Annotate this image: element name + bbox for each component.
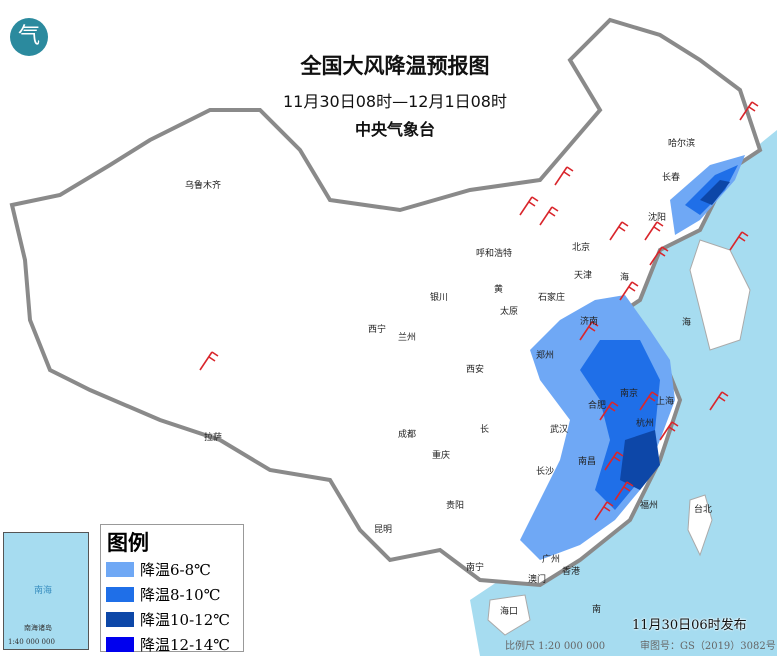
hainan-island	[487, 594, 531, 636]
map-title: 全国大风降温预报图	[300, 54, 490, 78]
city-label: 上海	[656, 395, 674, 407]
city-label: 南	[592, 603, 601, 615]
wind-barb	[594, 501, 614, 521]
city-label: 台北	[694, 503, 712, 515]
legend-label: 降温12-14℃	[140, 636, 231, 654]
city-label: 长	[480, 423, 489, 435]
forecast-period: 11月30日08时—12月1日08时	[283, 92, 507, 111]
city-label: 重庆	[432, 449, 450, 461]
city-label: 西宁	[368, 323, 386, 335]
map-scale: 比例尺 1:20 000 000	[505, 641, 606, 652]
legend-label: 降温10-12℃	[140, 611, 231, 629]
city-label: 海	[620, 271, 629, 283]
city-label: 乌鲁木齐	[185, 179, 221, 191]
wind-barbs	[199, 101, 759, 521]
legend-label: 降温8-10℃	[140, 586, 221, 604]
taiwan-island	[687, 494, 713, 557]
cooling-zone-10-12-ne	[700, 180, 730, 205]
city-label: 银川	[430, 291, 448, 303]
wind-barb	[199, 351, 219, 371]
legend-item: 降温6-8℃	[106, 557, 243, 582]
city-label: 郑州	[536, 349, 554, 361]
legend-item: 降温8-10℃	[106, 582, 243, 607]
wind-barb	[659, 421, 679, 441]
city-label: 石家庄	[538, 291, 565, 303]
legend-swatch	[106, 587, 134, 602]
city-label: 澳门	[528, 573, 546, 585]
south-china-sea-inset: 南海 南海诸岛 1:40 000 000	[3, 532, 89, 650]
legend-item: 降温12-14℃	[106, 632, 243, 657]
city-label: 南昌	[578, 455, 596, 467]
wind-barb	[649, 246, 669, 266]
wind-barb	[709, 391, 729, 411]
city-label: 贵阳	[446, 499, 464, 511]
wind-barb	[609, 221, 629, 241]
city-label: 天津	[574, 270, 592, 281]
city-label: 广州	[542, 553, 560, 565]
city-label: 太原	[500, 305, 518, 317]
wind-barb	[599, 401, 619, 421]
wind-barb	[619, 281, 639, 301]
city-label: 杭州	[636, 417, 654, 429]
city-label: 黄	[494, 283, 503, 295]
city-label: 哈尔滨	[668, 137, 695, 149]
city-label: 昆明	[374, 524, 392, 535]
cma-logo: 气	[10, 18, 48, 56]
wind-barb	[614, 481, 634, 501]
wind-barb	[519, 196, 539, 216]
wind-barb	[579, 321, 599, 341]
wind-barb	[639, 391, 659, 411]
city-label: 海口	[500, 605, 518, 617]
wind-barb	[729, 231, 749, 251]
city-label: 沈阳	[648, 211, 666, 223]
wind-barb	[604, 451, 624, 471]
issuing-agency: 中央气象台	[354, 120, 435, 139]
city-label: 呼和浩特	[476, 247, 512, 259]
city-label: 合肥	[588, 399, 606, 411]
wind-barb	[739, 101, 759, 121]
city-label: 济南	[580, 315, 598, 327]
inset-scale: 1:40 000 000	[8, 638, 55, 646]
city-label: 兰州	[398, 331, 416, 343]
inset-sea-label: 南海	[34, 586, 53, 596]
legend: 图例 降温6-8℃ 降温8-10℃ 降温10-12℃ 降温12-14℃	[100, 524, 244, 654]
legend-swatch	[106, 612, 134, 627]
wind-barb	[554, 166, 574, 186]
inset-islands-label: 南海诸岛	[24, 624, 52, 632]
city-label: 长春	[662, 171, 680, 183]
legend-item: 降温10-12℃	[106, 607, 243, 632]
publish-time: 11月30日06时发布	[632, 618, 747, 633]
legend-swatch	[106, 637, 134, 652]
cooling-zone-10-12	[620, 430, 660, 490]
city-label: 长沙	[536, 465, 554, 477]
wind-barb	[539, 206, 559, 226]
city-label: 南京	[620, 387, 638, 399]
city-label: 南宁	[466, 561, 484, 573]
city-label: 海	[682, 316, 691, 328]
map-approval-number: 审图号：GS（2019）3082号	[640, 641, 776, 652]
city-label: 武汉	[550, 423, 568, 435]
wind-barb	[644, 221, 664, 241]
city-label: 成都	[398, 428, 416, 440]
city-label: 西安	[466, 363, 484, 375]
city-label: 香港	[562, 565, 580, 577]
korea-peninsula	[689, 239, 751, 351]
legend-title: 图例	[107, 531, 149, 555]
legend-label: 降温6-8℃	[140, 561, 211, 579]
legend-swatch	[106, 562, 134, 577]
city-label: 拉萨	[204, 431, 222, 443]
city-label: 福州	[640, 499, 658, 511]
city-label: 北京	[572, 241, 590, 253]
